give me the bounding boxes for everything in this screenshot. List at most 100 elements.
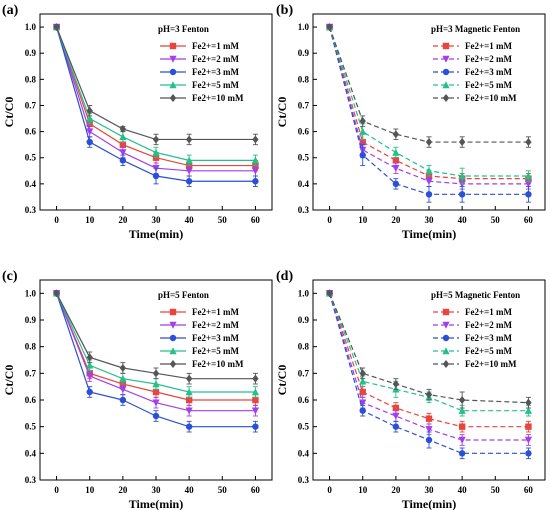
x-tick-label: 50 [218, 485, 228, 495]
data-point [185, 388, 193, 396]
data-point [152, 380, 160, 388]
data-point [392, 180, 400, 188]
panel-label: (d) [276, 269, 293, 284]
legend-label: Fe2+=1 mM [465, 307, 512, 317]
legend-title: pH=5 Magnetic Fenton [431, 290, 520, 300]
data-point [185, 407, 193, 415]
x-tick-label: 50 [218, 215, 228, 225]
y-tick-label: 0.7 [298, 100, 310, 110]
legend-item: Fe2+=3 mM [433, 67, 512, 77]
data-point [119, 374, 127, 382]
data-point [252, 423, 259, 430]
legend-item: Fe2+=3 mM [160, 333, 239, 343]
legend-item: Fe2+=2 mM [433, 54, 512, 64]
legend-item: Fe2+=5 mM [433, 346, 512, 356]
x-tick-label: 40 [458, 485, 468, 495]
x-tick-label: 20 [391, 215, 401, 225]
legend-marker [169, 94, 177, 102]
series-line [329, 293, 529, 404]
legend-marker [169, 42, 177, 50]
legend-label: Fe2+=3 mM [465, 67, 512, 77]
data-point [252, 396, 259, 404]
x-tick-label: 30 [425, 485, 435, 495]
data-point [392, 423, 400, 430]
data-point [525, 191, 532, 198]
series-line [329, 26, 529, 143]
data-point [392, 130, 400, 139]
chart-panel-a: (a) 0 10 20 30 40 50 60 0.3 0.4 0.5 0.6 0.7 0.8 0.9 1.0… [2, 3, 273, 241]
series-line [328, 293, 529, 454]
data-point [53, 289, 60, 298]
y-tick-label: 0.9 [25, 315, 37, 325]
data-point [458, 423, 466, 430]
data-point [425, 436, 433, 444]
data-point [86, 128, 94, 136]
series-line [328, 26, 529, 180]
y-axis-label: Ct/C0 [275, 97, 289, 128]
y-tick-label: 0.9 [298, 48, 310, 58]
x-tick-label: 0 [54, 485, 59, 495]
y-axis-label: Ct/C0 [2, 97, 16, 128]
y-tick-label: 0.6 [25, 395, 37, 405]
y-tick-label: 0.7 [25, 368, 37, 378]
series-line [328, 26, 529, 177]
series-line [329, 293, 529, 412]
data-point [326, 289, 333, 298]
y-tick-label: 0.7 [25, 100, 37, 110]
x-tick-label: 20 [118, 215, 128, 225]
data-point [458, 172, 466, 180]
series-fe-2mm [52, 290, 260, 417]
legend-marker [442, 55, 450, 63]
legend-item: Fe2+=2 mM [160, 54, 239, 64]
x-tick-label: 60 [524, 485, 534, 495]
data-point [86, 138, 93, 146]
data-point [425, 415, 433, 422]
y-tick-label: 0.8 [298, 342, 310, 352]
chart-panel-b: (b) 0 10 20 30 40 50 60 0.3 0.4 0.5 0.6 0.7 0.8 0.9 1.0… [275, 3, 546, 241]
legend-marker [169, 334, 177, 342]
series-fe-3mm [326, 290, 532, 460]
y-tick-label: 0.8 [25, 74, 37, 84]
series-line [56, 26, 256, 141]
y-tick-label: 0.8 [298, 74, 310, 84]
series-fe-5mm [52, 289, 260, 398]
legend-marker [169, 55, 177, 63]
data-point [326, 23, 333, 32]
y-tick-label: 0.5 [25, 153, 37, 163]
y-axis-label: Ct/C0 [275, 365, 289, 396]
legend-item: Fe2+=1 mM [433, 41, 512, 51]
legend-marker [442, 42, 450, 50]
data-point [359, 377, 367, 385]
x-tick-label: 10 [358, 215, 368, 225]
legend-label: Fe2+=5 mM [192, 80, 239, 90]
data-point [119, 396, 127, 404]
chart-panel-d: (d) 0 10 20 30 40 50 60 0.3 0.4 0.5 0.6 0.7 0.8 0.9 1.0… [275, 269, 546, 510]
x-tick-label: 50 [491, 485, 501, 495]
x-tick-label: 30 [152, 485, 162, 495]
data-point [392, 157, 400, 164]
legend-marker [169, 360, 177, 368]
series-line [56, 26, 256, 167]
data-point [119, 157, 127, 164]
panel-label: (a) [2, 3, 19, 18]
y-tick-label: 0.3 [25, 205, 37, 215]
data-point [359, 117, 366, 126]
legend-title: pH=3 Magnetic Fenton [431, 24, 520, 34]
data-point [458, 138, 466, 147]
data-point [458, 396, 466, 404]
x-tick-label: 60 [251, 485, 261, 495]
data-point [86, 388, 93, 396]
data-point [185, 178, 193, 185]
data-point [185, 167, 193, 175]
legend-item: Fe2+=10 mM [433, 93, 517, 103]
legend-label: Fe2+=3 mM [465, 333, 512, 343]
panel-label: (c) [2, 269, 18, 284]
x-tick-label: 40 [185, 485, 195, 495]
legend-marker [442, 347, 450, 355]
legend-marker [442, 68, 450, 76]
data-point [152, 135, 160, 144]
data-point [119, 386, 127, 394]
legend-label: Fe2+=1 mM [192, 307, 239, 317]
data-point [525, 450, 532, 457]
